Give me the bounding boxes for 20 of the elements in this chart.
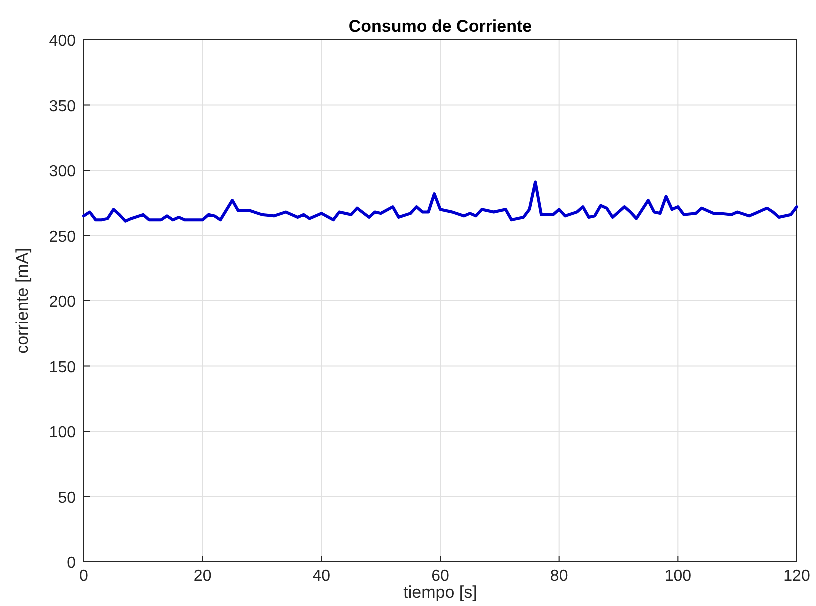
x-tick-label: 100 — [664, 568, 692, 585]
y-tick-label: 50 — [58, 490, 76, 507]
x-tick-label: 40 — [312, 568, 331, 585]
y-tick-label: 400 — [49, 33, 76, 50]
x-tick-label: 80 — [550, 568, 568, 585]
chart-title: Consumo de Corriente — [348, 17, 532, 36]
y-tick-label: 250 — [49, 228, 76, 246]
y-tick-label: 150 — [49, 359, 76, 376]
line-series — [82, 180, 798, 223]
y-tick-label: 100 — [49, 424, 76, 442]
x-axis-title: tiempo [s] — [404, 583, 478, 602]
x-tick-label: 20 — [194, 568, 212, 585]
y-tick-label: 0 — [67, 555, 76, 572]
x-tick-label: 120 — [784, 568, 810, 585]
y-tick-label: 300 — [49, 164, 76, 180]
x-tick-label: 60 — [432, 568, 450, 585]
y-tick-label: 200 — [49, 294, 76, 311]
y-tick-label: 350 — [49, 98, 76, 116]
y-axis-title: corriente [mA] — [13, 248, 32, 354]
x-tick-label: 0 — [80, 568, 89, 585]
